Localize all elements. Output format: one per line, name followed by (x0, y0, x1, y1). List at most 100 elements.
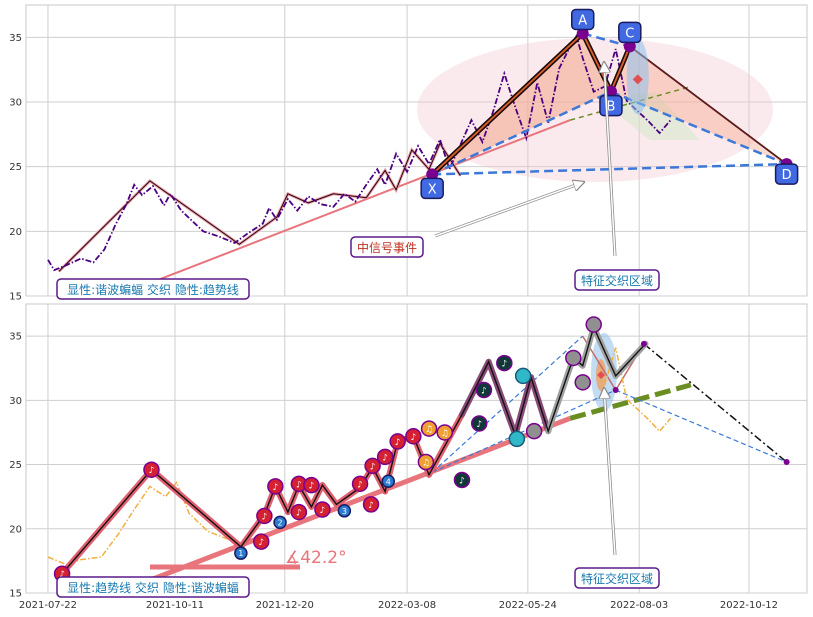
y-tick-label: 25 (9, 460, 22, 471)
trendline (149, 415, 572, 583)
harmonic-label-x (420, 177, 444, 200)
pattern-marker (337, 504, 352, 518)
pattern-marker (417, 453, 435, 471)
panel-bottom: 15 20 25 30 35 (9, 303, 808, 600)
legend-box (56, 576, 250, 598)
pattern-marker (362, 496, 380, 513)
pattern-marker (514, 367, 532, 385)
marker-glyph: ♪ (501, 360, 507, 370)
callout-box (350, 236, 424, 258)
legend-text: 显性:趋势线 交织 隐性:谐波蝙蝠 (67, 580, 239, 595)
marker-glyph: ♪ (272, 483, 278, 493)
bat-point-dot (783, 458, 790, 465)
pattern-marker (574, 374, 591, 391)
pattern-marker (381, 474, 396, 489)
overlap-region (600, 92, 700, 140)
marker-glyph: ♪ (59, 570, 65, 580)
trendline-extension (569, 85, 692, 121)
bat-dashed-line (431, 90, 612, 176)
pattern-marker (420, 420, 438, 437)
y-tick-label: 30 (9, 98, 22, 109)
pattern-marker (496, 354, 513, 372)
price-line (603, 347, 672, 433)
bat-triangle-xab (432, 33, 611, 175)
bat-leg-core (610, 46, 631, 92)
diamond-marker (597, 371, 605, 379)
marker-glyph: ♪ (382, 453, 388, 463)
bat-point-dot (640, 340, 647, 347)
y-tick-label: 15 (9, 589, 22, 600)
bat-leg-core (431, 32, 584, 176)
diamond-marker (632, 74, 643, 85)
callout-box (574, 567, 660, 589)
harmonic-point-dot (426, 168, 439, 181)
x-tick-label: 2021-10-11 (146, 600, 204, 611)
x-tick-label: 2022-05-24 (499, 600, 557, 611)
bat-dashed-line (431, 335, 584, 473)
harmonic-label-text: A (578, 13, 587, 28)
marker-glyph: ♪ (459, 476, 465, 486)
callout-feature-zone: 特征交织区域 (581, 571, 653, 586)
pattern-marker (405, 428, 422, 445)
marker-number: 4 (386, 477, 391, 486)
bat-dashed-line (582, 32, 631, 48)
callout-arrow (604, 62, 616, 257)
x-tick-label: 2022-10-12 (720, 600, 778, 611)
harmonic-label-a (570, 8, 595, 31)
bat-leg (629, 45, 788, 165)
marker-number: 1 (238, 549, 243, 558)
bat-point-dot (612, 387, 619, 394)
marker-glyph: ♪ (368, 501, 374, 511)
y-tick-label: 20 (9, 227, 22, 238)
harmonic-point-dot (576, 27, 589, 40)
bottom-plot-content: ♪ ♪ 1 ♪ ♪ ♪ 2 ♪ ♪ ♪ ♪ 3 ♪ ♪ ♪ ♪ 4 ♪ ♪ ♫ ♫ ♫ ♪ ♪ ♪ ♪ (47, 316, 790, 583)
callout-arrow (434, 182, 584, 237)
callout-feature-zone: 特征交织区域 (581, 273, 653, 288)
bat-dashed-line (431, 389, 616, 473)
pattern-marker (252, 533, 270, 550)
marker-glyph: ♪ (258, 538, 264, 548)
pattern-marker (256, 507, 273, 525)
price-line (47, 33, 672, 272)
bat-triangle-bcd (610, 46, 787, 165)
harmonic-label-text: X (428, 182, 437, 197)
marker-glyph: ♫ (441, 429, 449, 439)
marker-glyph: ♪ (262, 512, 268, 522)
pattern-marker (475, 381, 493, 399)
marker-glyph: ♪ (320, 506, 326, 516)
legend-text: 显性:谐波蝙蝠 交织 隐性:趋势线 (67, 282, 239, 297)
marker-glyph: ♪ (476, 420, 482, 430)
y-tick-label: 20 (9, 524, 22, 535)
y-tick-label: 15 (9, 292, 22, 303)
harmonic-label-text: D (782, 168, 792, 183)
callout-arrow (604, 388, 616, 556)
marker-glyph: ♪ (357, 480, 363, 490)
marker-glyph: ♪ (296, 509, 302, 519)
bat-dashed-line (615, 389, 787, 463)
pattern-marker (143, 461, 160, 478)
marker-number: 3 (342, 507, 347, 516)
marker-glyph: ♪ (395, 438, 401, 448)
pattern-marker (290, 503, 308, 521)
harmonic-label-text: C (625, 26, 634, 41)
pattern-marker (314, 501, 331, 518)
marker-glyph: ♪ (370, 462, 376, 472)
harmonic-point-dot (623, 40, 636, 53)
callout-signal-event: 中信号事件 (357, 240, 417, 255)
angle-label: ∡42.2° (285, 548, 347, 568)
trendline (149, 119, 571, 285)
pattern-marker (585, 316, 602, 333)
pattern-marker (508, 430, 526, 448)
x-tick-label: 2022-03-08 (378, 600, 436, 611)
pattern-marker (470, 415, 488, 432)
pattern-marker (234, 546, 248, 560)
harmonic-label-text: B (607, 100, 616, 115)
pattern-marker (267, 478, 284, 495)
harmonic-label-d (774, 163, 799, 185)
marker-glyph: ♪ (410, 433, 416, 443)
pattern-marker (436, 424, 453, 441)
zigzag-line (58, 142, 461, 272)
marker-glyph: ♫ (422, 458, 430, 468)
